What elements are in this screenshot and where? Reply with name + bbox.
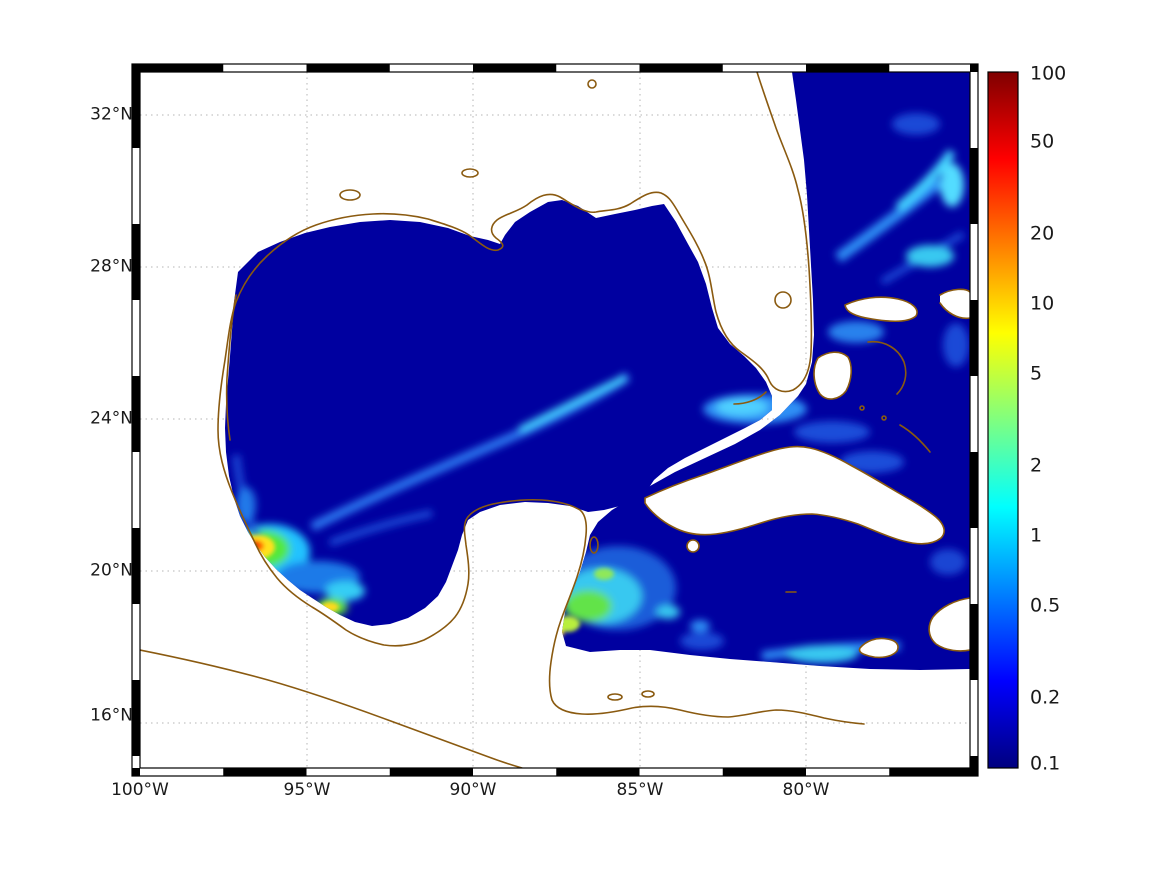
colorbar-tick-label: 0.1	[1030, 752, 1061, 775]
colorbar-tick-label: 0.5	[1030, 594, 1061, 617]
colorbar-tick-label: 50	[1030, 130, 1055, 153]
cozumel-island	[589, 536, 599, 554]
long-island-coast	[899, 424, 931, 453]
hispaniola-coast	[928, 597, 970, 652]
andros-landmass	[814, 352, 852, 400]
eleuthera-coast	[867, 340, 907, 395]
colorbar-tick-label: 1	[1030, 524, 1043, 547]
grand-bahama-coast	[844, 296, 918, 323]
coastlines	[140, 72, 970, 768]
padre-island-lagoon	[225, 294, 237, 441]
x-tick-label: 80°W	[782, 780, 830, 800]
colorbar-tick-label: 2	[1030, 454, 1043, 477]
x-tick-label: 100°W	[111, 780, 169, 800]
cuba-landmass	[645, 446, 945, 544]
y-tick-label: 16°N	[90, 705, 133, 726]
bay-island-1	[607, 693, 623, 701]
pacific-coastline	[140, 649, 523, 768]
x-tick-label: 85°W	[616, 780, 664, 800]
small-lagoon	[461, 168, 479, 178]
gulf-of-mexico-data	[225, 200, 772, 626]
y-tick-label: 20°N	[90, 560, 133, 581]
y-tick-label: 32°N	[90, 104, 133, 125]
colorbar	[987, 71, 1019, 769]
cay-1	[859, 405, 865, 411]
map-frame	[131, 63, 979, 777]
continental-coastline	[217, 72, 865, 725]
x-tick-label: 90°W	[449, 780, 497, 800]
y-tick-label: 24°N	[90, 408, 133, 429]
y-tick-label: 28°N	[90, 256, 133, 277]
anomaly-blobs	[230, 113, 969, 663]
colorbar-tick-label: 0.2	[1030, 686, 1061, 709]
bahama-east-coast	[939, 288, 970, 320]
isle-of-youth-coast	[686, 539, 700, 553]
jamaica-landmass	[859, 638, 898, 658]
florida-keys	[733, 391, 767, 405]
cay-2	[881, 415, 887, 421]
jamaica-coast	[858, 637, 899, 659]
x-tick-label: 95°W	[283, 780, 331, 800]
bay-island-2	[641, 690, 655, 698]
colorbar-tick-label: 10	[1030, 292, 1055, 315]
colorbar-tick-label: 20	[1030, 222, 1055, 245]
colorbar-tick-label: 5	[1030, 362, 1043, 385]
colorbar-gradient	[987, 71, 1019, 769]
cuba-coastline	[644, 445, 945, 545]
andros-coast	[813, 351, 852, 400]
isle-of-youth-landmass	[687, 540, 699, 552]
grand-bahama-landmass	[845, 297, 918, 322]
galveston-bay	[339, 189, 361, 201]
lake-okeechobee	[774, 291, 792, 309]
colorbar-tick-label: 100	[1030, 62, 1067, 85]
inland-lake-north	[587, 79, 597, 89]
